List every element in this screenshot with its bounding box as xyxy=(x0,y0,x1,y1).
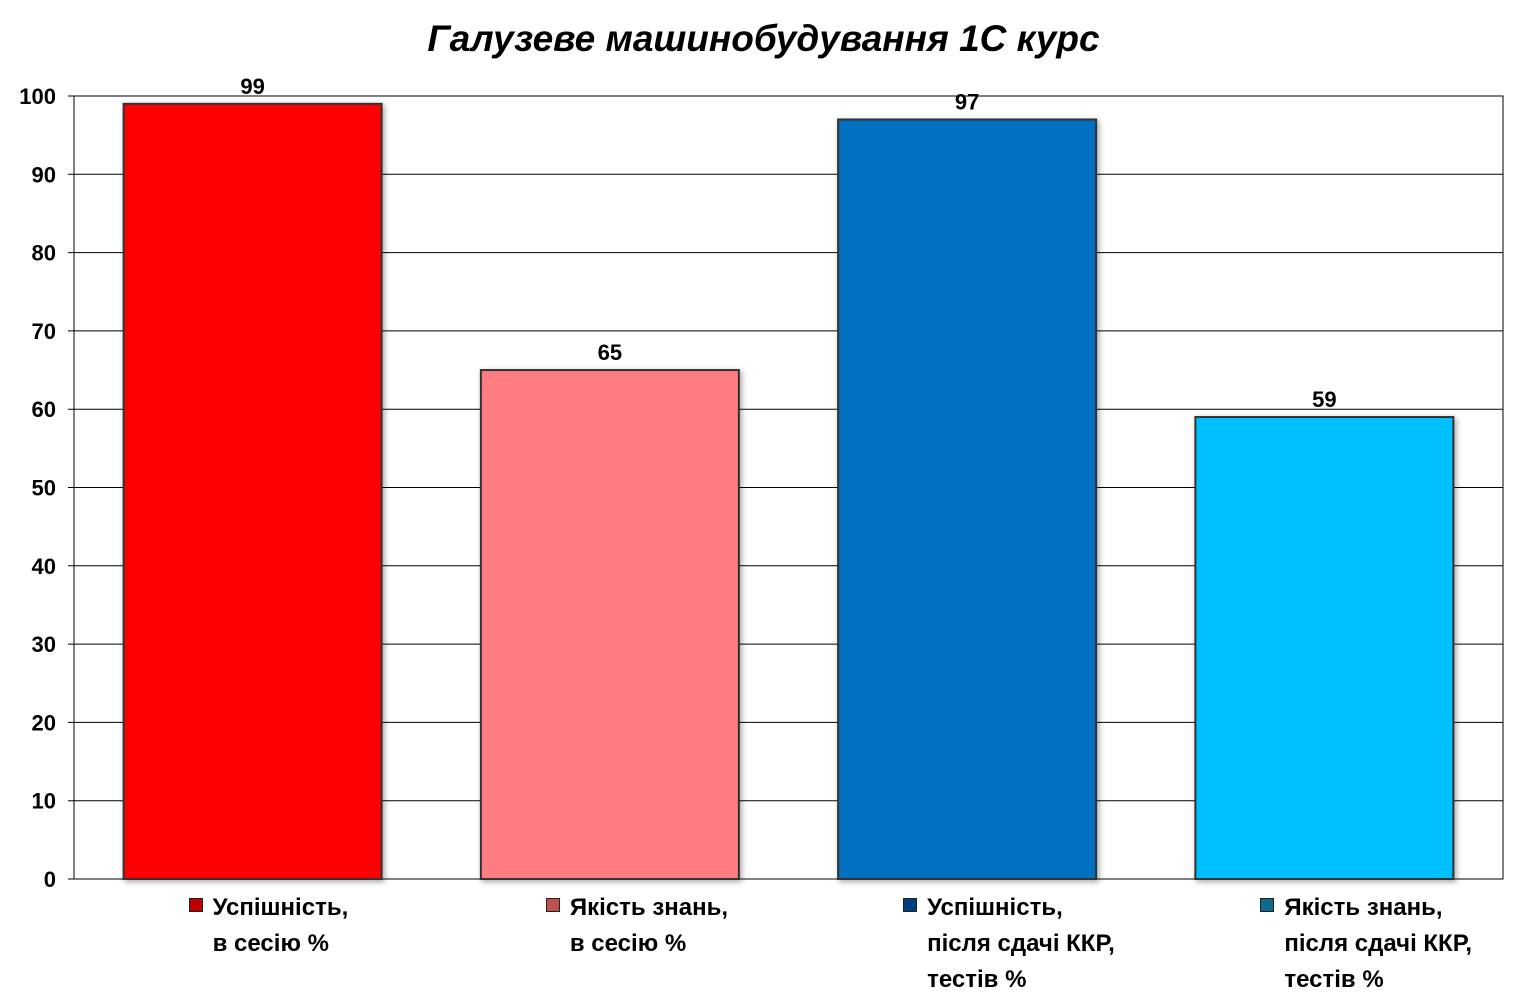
y-tick-label: 0 xyxy=(44,867,56,892)
data-label: 65 xyxy=(598,340,622,365)
legend-label: Якість знань, в сесію % xyxy=(569,894,729,957)
legend-label: Успішність, в сесію % xyxy=(212,894,349,957)
bar xyxy=(837,118,1098,881)
y-tick-label: 80 xyxy=(32,241,56,266)
y-tick-label: 20 xyxy=(32,710,56,735)
y-tick-label: 100 xyxy=(19,84,56,109)
bar xyxy=(122,102,383,880)
legend-label: Якість знань, після сдачі ККР, тестів % xyxy=(1284,894,1473,993)
y-tick-label: 70 xyxy=(32,319,56,344)
legend-swatch xyxy=(188,898,203,912)
y-tick-label: 10 xyxy=(32,789,56,814)
legend-label: Успішність, після сдачі ККР, тестів % xyxy=(927,894,1115,993)
legend-swatch xyxy=(1260,898,1275,912)
legend-swatch xyxy=(903,898,918,912)
y-tick-label: 40 xyxy=(32,554,56,579)
y-tick-label: 90 xyxy=(32,162,56,187)
data-label: 99 xyxy=(240,74,264,99)
data-label: 59 xyxy=(1312,387,1336,412)
y-tick-label: 50 xyxy=(32,476,56,501)
bar xyxy=(479,369,740,880)
chart-title: Галузеве машинобудування 1С курс xyxy=(427,18,1100,59)
legend-swatch xyxy=(545,898,560,912)
data-label: 97 xyxy=(955,89,979,114)
bar xyxy=(1194,416,1455,880)
y-tick-label: 30 xyxy=(32,632,56,657)
y-tick-label: 60 xyxy=(32,397,56,422)
